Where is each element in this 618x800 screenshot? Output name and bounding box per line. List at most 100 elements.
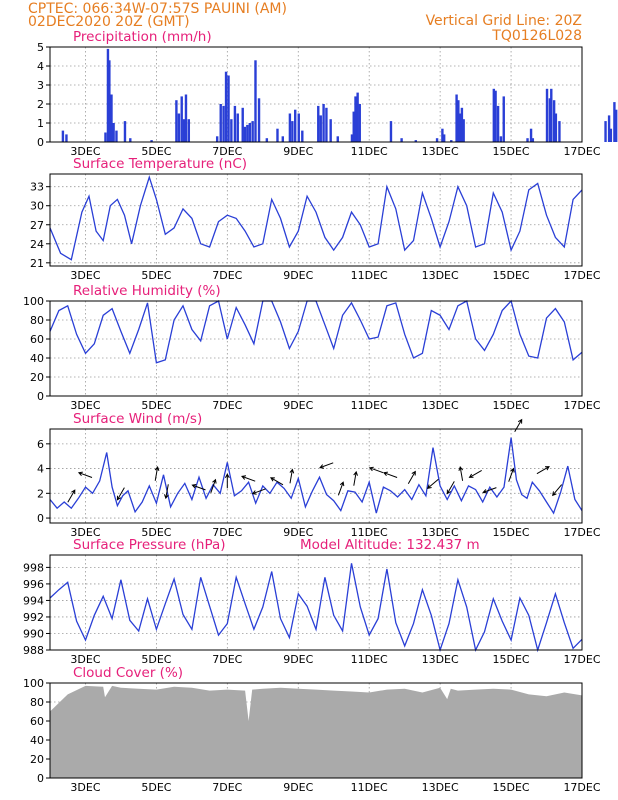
x-tick-label: 7DEC: [212, 526, 242, 539]
precip-bar: [233, 105, 237, 142]
precip-bar: [227, 75, 230, 142]
precip-bar: [356, 92, 359, 142]
panel-title: Precipitation (mm/h): [73, 29, 212, 45]
wind-direction-arrow: [446, 481, 455, 495]
y-tick-label: 0: [37, 772, 44, 785]
precip-bar: [112, 123, 115, 142]
precip-bar: [150, 140, 153, 142]
wind-direction-arrow: [191, 484, 206, 491]
x-tick-label: 5DEC: [141, 399, 171, 412]
precip-bar: [354, 96, 357, 142]
x-tick-label: 9DEC: [283, 269, 313, 282]
x-tick-label: 15DEC: [493, 781, 530, 794]
y-tick-label: 5: [37, 41, 44, 54]
x-tick-label: 3DEC: [70, 399, 100, 412]
precip-bar: [441, 128, 444, 142]
wind-direction-arrow: [368, 466, 384, 474]
plot-border: [49, 554, 583, 651]
plot-frame: [49, 46, 583, 143]
x-tick-label: 3DEC: [70, 781, 100, 794]
precip-bar: [329, 119, 332, 142]
precip-bar: [554, 113, 558, 142]
plot-frame: [49, 428, 583, 524]
panel-1: Precipitation (mm/h) 3DEC 5DEC 7DEC 9DEC 11DE…: [37, 29, 618, 158]
wind-direction-arrow: [426, 478, 439, 489]
precip-bar: [317, 105, 320, 142]
x-tick-label: 13DEC: [422, 781, 459, 794]
precip-bar: [248, 123, 252, 142]
x-tick-label: 17DEC: [563, 269, 600, 282]
precip-bar: [531, 138, 535, 142]
wind-direction-arrow: [482, 487, 497, 494]
wind-direction-arrow: [224, 473, 230, 489]
y-tick-label: 2: [37, 487, 44, 500]
y-tick-label: 4: [37, 463, 44, 476]
plot-border: [49, 173, 583, 267]
precip-bar: [110, 94, 113, 142]
precip-bar: [414, 140, 417, 142]
y-tick-label: 0: [37, 512, 44, 525]
x-tick-label: 7DEC: [212, 145, 242, 158]
x-tick-label: 5DEC: [141, 526, 171, 539]
y-tick-label: 990: [23, 627, 44, 640]
panel-5: Surface Pressure (hPa) Model Altitude: 13…: [23, 537, 601, 666]
y-tick-label: 2: [37, 98, 44, 111]
plot-frame: [49, 554, 583, 651]
x-tick-label: 5DEC: [141, 781, 171, 794]
x-tick-label: 15DEC: [493, 269, 530, 282]
x-tick-label: 7DEC: [212, 781, 242, 794]
precip-bar: [545, 88, 549, 142]
precip-bar: [552, 100, 556, 142]
x-tick-label: 13DEC: [422, 526, 459, 539]
wind-direction-arrow: [407, 470, 416, 484]
x-tick-label: 17DEC: [563, 653, 600, 666]
precip-bar: [129, 138, 132, 142]
precip-bar: [106, 48, 110, 142]
precip-bar: [65, 134, 68, 142]
x-tick-label: 3DEC: [70, 269, 100, 282]
x-tick-label: 9DEC: [283, 781, 313, 794]
precip-bar: [462, 119, 465, 142]
precip-bar: [499, 136, 503, 142]
y-tick-label: 80: [30, 314, 44, 327]
precip-bar: [281, 136, 284, 142]
y-tick-label: 0: [37, 136, 44, 149]
y-tick-label: 992: [23, 611, 44, 624]
panel-title: Cloud Cover (%): [73, 665, 183, 681]
precip-bar: [301, 130, 304, 142]
y-tick-label: 60: [30, 333, 44, 346]
x-tick-label: 17DEC: [563, 399, 600, 412]
y-tick-label: 996: [23, 578, 44, 591]
y-tick-label: 27: [30, 219, 44, 232]
station-header: CPTEC: 066:34W-07:57S PAUINI (AM): [28, 1, 287, 17]
run-time-header: 02DEC2020 20Z (GMT): [28, 14, 190, 30]
precip-bar: [236, 113, 239, 142]
y-tick-label: 20: [30, 753, 44, 766]
precip-bar: [265, 138, 269, 142]
precip-bar: [251, 121, 254, 142]
precip-bar: [526, 138, 529, 142]
x-tick-label: 17DEC: [563, 145, 600, 158]
wind-direction-arrow: [154, 465, 160, 481]
precip-bar: [177, 113, 181, 142]
x-tick-label: 13DEC: [422, 653, 459, 666]
x-tick-label: 5DEC: [141, 145, 171, 158]
panel-title: Surface Wind (m/s): [73, 411, 202, 427]
precip-bar: [614, 109, 618, 142]
precip-bar: [182, 119, 186, 142]
y-tick-label: 3: [37, 79, 44, 92]
y-tick-label: 24: [30, 238, 44, 251]
panel-4: Surface Wind (m/s) 3DEC 5DEC 7DEC 9DEC 11DEC 1…: [37, 411, 601, 539]
x-tick-label: 17DEC: [563, 526, 600, 539]
y-tick-label: 20: [30, 371, 44, 384]
x-tick-label: 7DEC: [212, 653, 242, 666]
precip-bar: [108, 60, 111, 142]
wind-direction-arrow: [382, 471, 398, 478]
wind-direction-arrow: [251, 488, 266, 495]
x-tick-label: 13DEC: [422, 269, 459, 282]
y-tick-label: 0: [37, 390, 44, 403]
x-tick-label: 9DEC: [283, 399, 313, 412]
x-tick-label: 11DEC: [351, 269, 388, 282]
plot-border: [49, 682, 583, 779]
precip-bar: [104, 132, 107, 142]
